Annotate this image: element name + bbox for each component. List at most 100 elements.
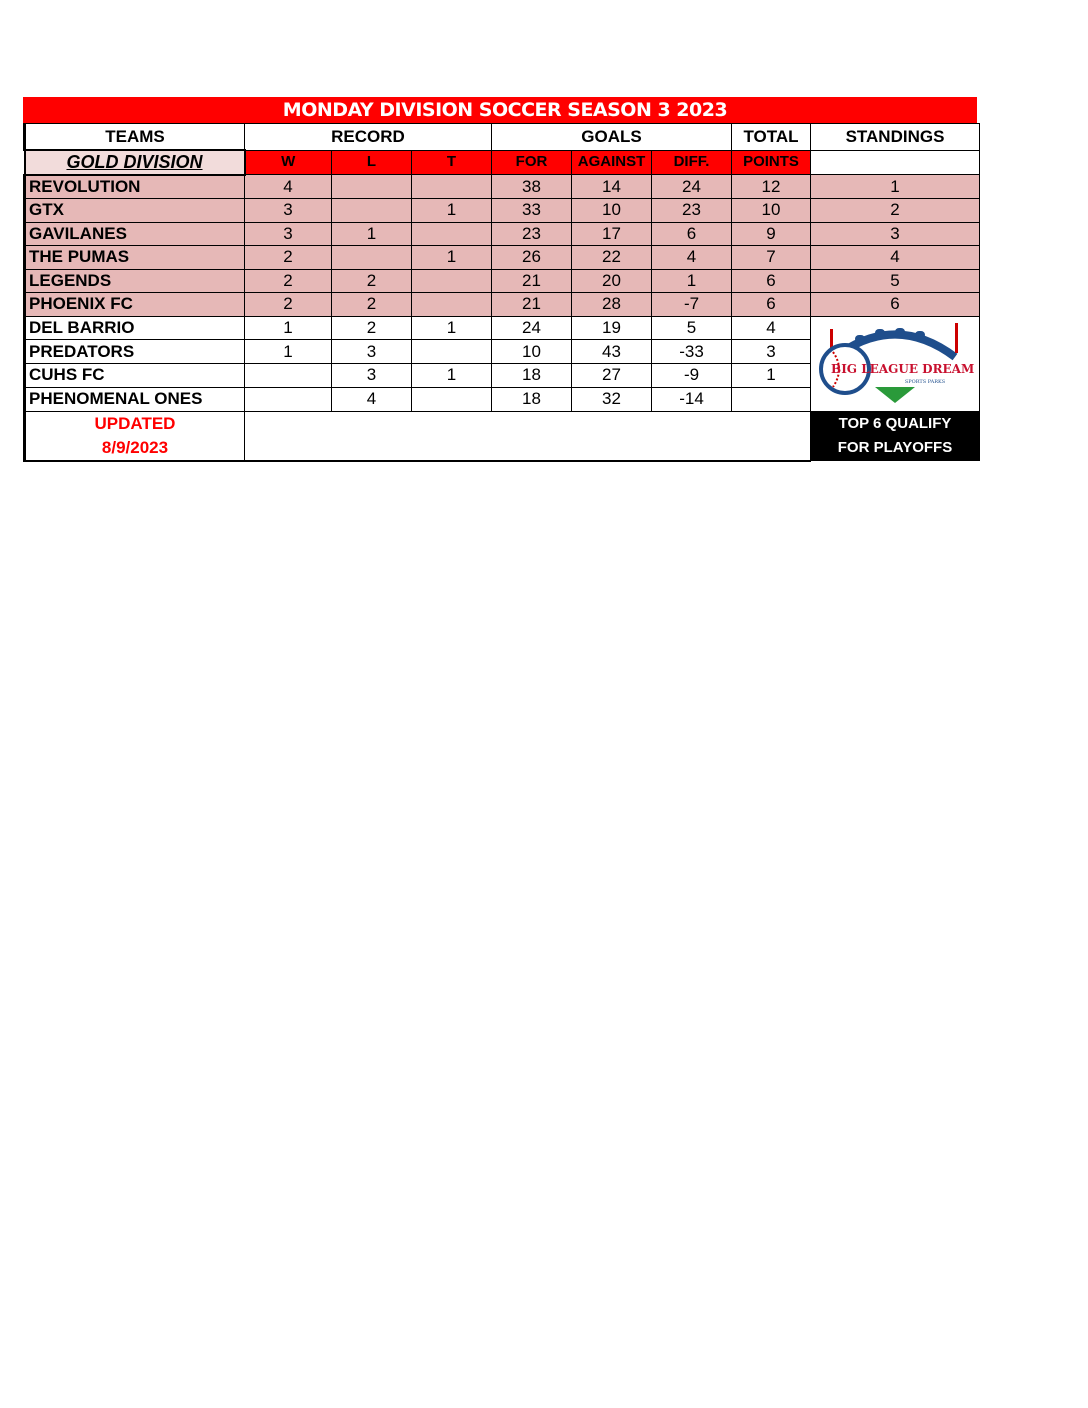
cell-standing: 1 <box>810 174 980 199</box>
cell-against: 28 <box>571 292 652 317</box>
cell-t: 1 <box>411 198 492 223</box>
cell-l: 4 <box>331 386 412 412</box>
updated-label: UPDATED <box>94 413 176 433</box>
division-label: GOLD DIVISION <box>23 149 246 176</box>
cell-team: PREDATORS <box>23 339 245 364</box>
cell-team: GAVILANES <box>23 221 245 246</box>
cell-w: 2 <box>244 292 332 317</box>
col-standings-blank <box>810 149 980 175</box>
cell-diff: -33 <box>651 339 732 364</box>
cell-l: 3 <box>331 339 412 364</box>
cell-diff: 23 <box>651 198 732 223</box>
cell-against: 14 <box>571 174 652 199</box>
cell-t <box>411 268 492 293</box>
updated-cell: UPDATED 8/9/2023 <box>23 410 245 462</box>
cell-diff: 6 <box>651 221 732 246</box>
header-record: RECORD <box>244 123 492 151</box>
cell-against: 22 <box>571 245 652 270</box>
cell-diff: -9 <box>651 363 732 388</box>
cell-points: 3 <box>731 339 811 364</box>
cell-against: 20 <box>571 268 652 293</box>
cell-standing: 5 <box>810 268 980 293</box>
table-row: THE PUMAS 2 1 26 22 4 7 4 <box>23 245 980 270</box>
cell-standing: 4 <box>810 245 980 270</box>
cell-diff: 24 <box>651 174 732 199</box>
cell-w <box>244 363 332 388</box>
cell-for: 38 <box>491 174 572 199</box>
cell-l: 3 <box>331 363 412 388</box>
cell-standing: 6 <box>810 292 980 317</box>
cell-diff: 4 <box>651 245 732 270</box>
playoff-note-line1: TOP 6 QUALIFY <box>838 414 952 432</box>
col-w: W <box>244 149 332 175</box>
cell-t: 1 <box>411 315 492 341</box>
cell-l: 1 <box>331 221 412 246</box>
cell-standing: 3 <box>810 221 980 246</box>
cell-diff: -7 <box>651 292 732 317</box>
cell-diff: 5 <box>651 315 732 341</box>
big-league-dreams-logo: BIG LEAGUE DREAMS SPORTS PARKS <box>810 315 980 412</box>
cell-t <box>411 292 492 317</box>
logo-text: BIG LEAGUE DREAMS <box>831 362 975 376</box>
cell-w <box>244 386 332 412</box>
cell-l <box>331 198 412 223</box>
cell-for: 21 <box>491 268 572 293</box>
cell-points: 4 <box>731 315 811 341</box>
cell-l <box>331 174 412 199</box>
cell-points <box>731 386 811 412</box>
updated-date: 8/9/2023 <box>101 437 169 457</box>
cell-t <box>411 221 492 246</box>
footer-blank <box>244 410 811 462</box>
cell-against: 32 <box>571 386 652 412</box>
cell-team: PHOENIX FC <box>23 292 245 317</box>
cell-points: 6 <box>731 292 811 317</box>
cell-w: 2 <box>244 245 332 270</box>
cell-w: 1 <box>244 315 332 341</box>
cell-t <box>411 339 492 364</box>
cell-t: 1 <box>411 363 492 388</box>
header-total: TOTAL <box>731 123 811 151</box>
cell-diff: 1 <box>651 268 732 293</box>
cell-against: 10 <box>571 198 652 223</box>
cell-for: 26 <box>491 245 572 270</box>
cell-points: 12 <box>731 174 811 199</box>
cell-team: GTX <box>23 198 245 223</box>
col-points: POINTS <box>731 149 811 175</box>
cell-t <box>411 386 492 412</box>
cell-for: 18 <box>491 386 572 412</box>
header-standings: STANDINGS <box>810 123 980 151</box>
cell-against: 27 <box>571 363 652 388</box>
cell-w: 4 <box>244 174 332 199</box>
cell-for: 23 <box>491 221 572 246</box>
cell-w: 2 <box>244 268 332 293</box>
table-row: GTX 3 1 33 10 23 10 2 <box>23 198 980 223</box>
cell-points: 7 <box>731 245 811 270</box>
cell-l: 2 <box>331 268 412 293</box>
cell-for: 21 <box>491 292 572 317</box>
cell-team: THE PUMAS <box>23 245 245 270</box>
cell-for: 33 <box>491 198 572 223</box>
cell-w: 3 <box>244 221 332 246</box>
cell-team: REVOLUTION <box>23 174 245 199</box>
sheet-title: MONDAY DIVISION SOCCER SEASON 3 2023 <box>23 97 977 123</box>
cell-l: 2 <box>331 315 412 341</box>
cell-l <box>331 245 412 270</box>
table-row: REVOLUTION 4 38 14 24 12 1 <box>23 174 980 199</box>
cell-w: 1 <box>244 339 332 364</box>
cell-points: 1 <box>731 363 811 388</box>
logo-subtext: SPORTS PARKS <box>905 379 946 385</box>
cell-points: 10 <box>731 198 811 223</box>
cell-team: LEGENDS <box>23 268 245 293</box>
cell-against: 19 <box>571 315 652 341</box>
header-teams: TEAMS <box>23 123 245 151</box>
cell-for: 24 <box>491 315 572 341</box>
col-against: AGAINST <box>571 149 652 175</box>
col-diff: DIFF. <box>651 149 732 175</box>
col-for: FOR <box>491 149 572 175</box>
cell-against: 43 <box>571 339 652 364</box>
cell-t <box>411 174 492 199</box>
cell-team: CUHS FC <box>23 363 245 388</box>
cell-team: PHENOMENAL ONES <box>23 386 245 412</box>
cell-l: 2 <box>331 292 412 317</box>
cell-t: 1 <box>411 245 492 270</box>
